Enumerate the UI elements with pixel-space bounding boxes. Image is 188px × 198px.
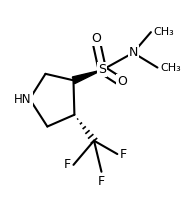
Text: O: O — [117, 75, 127, 88]
Text: CH₃: CH₃ — [160, 63, 181, 72]
Text: S: S — [98, 63, 106, 76]
Text: N: N — [129, 46, 138, 59]
Text: CH₃: CH₃ — [154, 27, 174, 37]
Polygon shape — [72, 70, 102, 84]
Text: F: F — [98, 175, 105, 188]
Text: HN: HN — [14, 92, 32, 106]
Text: F: F — [64, 158, 71, 171]
Text: O: O — [91, 31, 101, 45]
Text: F: F — [120, 148, 127, 161]
